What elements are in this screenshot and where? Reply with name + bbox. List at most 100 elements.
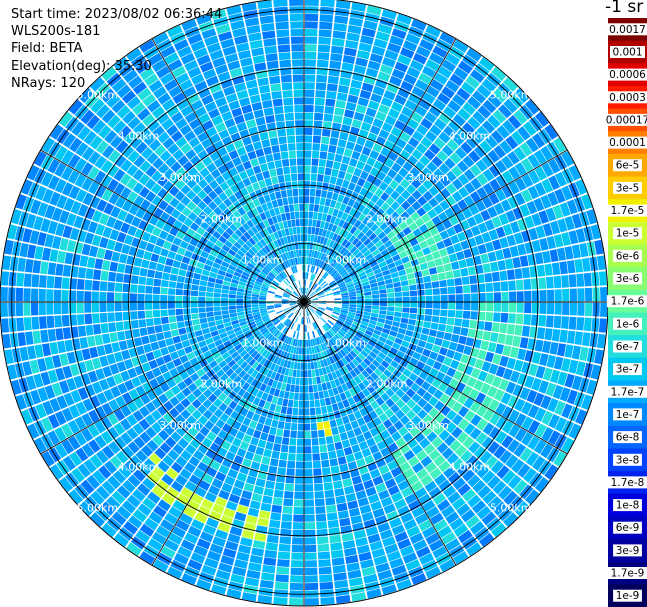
- beta-gate: [270, 327, 277, 334]
- beta-gate: [521, 230, 531, 243]
- beta-gate: [380, 347, 389, 356]
- beta-gate: [341, 271, 348, 277]
- beta-gate: [271, 250, 278, 258]
- beta-gate: [431, 250, 441, 260]
- beta-gate: [282, 326, 288, 334]
- beta-gate: [55, 367, 66, 381]
- beta-gate: [439, 417, 451, 429]
- beta-gate: [477, 222, 488, 234]
- beta-gate: [68, 489, 84, 505]
- beta-gate: [457, 199, 468, 211]
- beta-gate: [489, 178, 501, 192]
- beta-gate: [290, 567, 304, 575]
- beta-gate: [355, 332, 363, 339]
- beta-gate: [345, 189, 353, 198]
- beta-gate: [196, 241, 206, 250]
- beta-gate: [23, 302, 31, 316]
- beta-gate: [328, 450, 337, 459]
- beta-gate: [481, 511, 497, 526]
- beta-gate: [264, 279, 271, 285]
- beta-gate: [507, 395, 519, 408]
- beta-gate: [35, 403, 47, 419]
- beta-gate: [249, 40, 263, 50]
- beta-gate: [196, 54, 211, 66]
- beta-gate: [139, 160, 152, 173]
- beta-gate: [355, 104, 367, 114]
- beta-gate: [381, 360, 390, 369]
- beta-gate: [283, 429, 291, 438]
- beta-gate: [307, 280, 310, 288]
- beta-gate: [500, 312, 509, 323]
- beta-gate: [403, 449, 415, 461]
- beta-gate: [365, 343, 374, 351]
- beta-gate: [59, 380, 70, 394]
- beta-gate: [304, 415, 310, 424]
- beta-gate: [0, 287, 9, 302]
- beta-gate: [115, 395, 126, 408]
- beta-gate: [247, 321, 256, 327]
- beta-gate: [269, 403, 277, 412]
- beta-gate: [266, 302, 274, 304]
- beta-gate: [410, 337, 419, 345]
- beta-gate: [282, 398, 289, 407]
- beta-gate: [441, 505, 455, 518]
- beta-gate: [417, 339, 427, 348]
- beta-gate: [323, 206, 330, 214]
- beta-gate: [342, 230, 349, 239]
- beta-gate: [220, 78, 233, 89]
- beta-gate: [318, 295, 326, 298]
- beta-gate: [245, 251, 253, 259]
- beta-gate: [347, 285, 355, 291]
- beta-gate: [312, 135, 321, 144]
- beta-gate: [243, 254, 251, 262]
- beta-gate: [2, 255, 12, 271]
- beta-gate: [402, 432, 414, 443]
- beta-gate: [352, 201, 361, 210]
- beta-gate: [455, 211, 466, 223]
- beta-gate: [343, 335, 351, 343]
- beta-gate: [534, 111, 549, 127]
- beta-gate: [292, 330, 296, 339]
- beta-gate: [311, 304, 318, 308]
- beta-gate: [457, 530, 473, 544]
- beta-gate: [223, 396, 233, 406]
- beta-gate: [229, 309, 237, 314]
- beta-gate: [299, 385, 304, 393]
- beta-gate: [276, 310, 284, 314]
- beta-gate: [157, 92, 171, 105]
- beta-gate: [332, 326, 339, 332]
- beta-gate: [290, 211, 295, 220]
- beta-gate: [481, 120, 496, 134]
- beta-gate: [321, 325, 328, 333]
- beta-gate: [230, 573, 245, 584]
- beta-gate: [31, 288, 39, 302]
- beta-gate: [433, 302, 441, 309]
- beta-gate: [347, 461, 358, 471]
- beta-gate: [314, 491, 324, 499]
- beta-gate: [256, 355, 264, 363]
- beta-gate: [350, 420, 359, 429]
- beta-gate: [470, 367, 481, 379]
- beta-gate: [411, 393, 422, 403]
- beta-gate: [312, 322, 316, 330]
- beta-gate: [108, 149, 121, 163]
- beta-gate: [429, 351, 439, 361]
- beta-gate: [377, 280, 386, 286]
- beta-gate: [135, 450, 148, 463]
- beta-gate: [482, 182, 494, 195]
- beta-gate: [389, 75, 402, 87]
- beta-gate: [440, 294, 448, 302]
- beta-gate: [286, 468, 295, 476]
- beta-gate: [298, 347, 302, 355]
- beta-gate: [272, 318, 280, 324]
- beta-gate: [398, 373, 408, 383]
- beta-gate: [333, 115, 343, 124]
- beta-gate: [337, 317, 346, 323]
- beta-gate: [387, 425, 398, 436]
- beta-gate: [199, 359, 209, 368]
- beta-gate: [262, 367, 270, 376]
- beta-gate: [87, 166, 100, 180]
- beta-gate: [114, 182, 126, 195]
- beta-gate: [443, 332, 452, 341]
- beta-gate: [519, 204, 531, 217]
